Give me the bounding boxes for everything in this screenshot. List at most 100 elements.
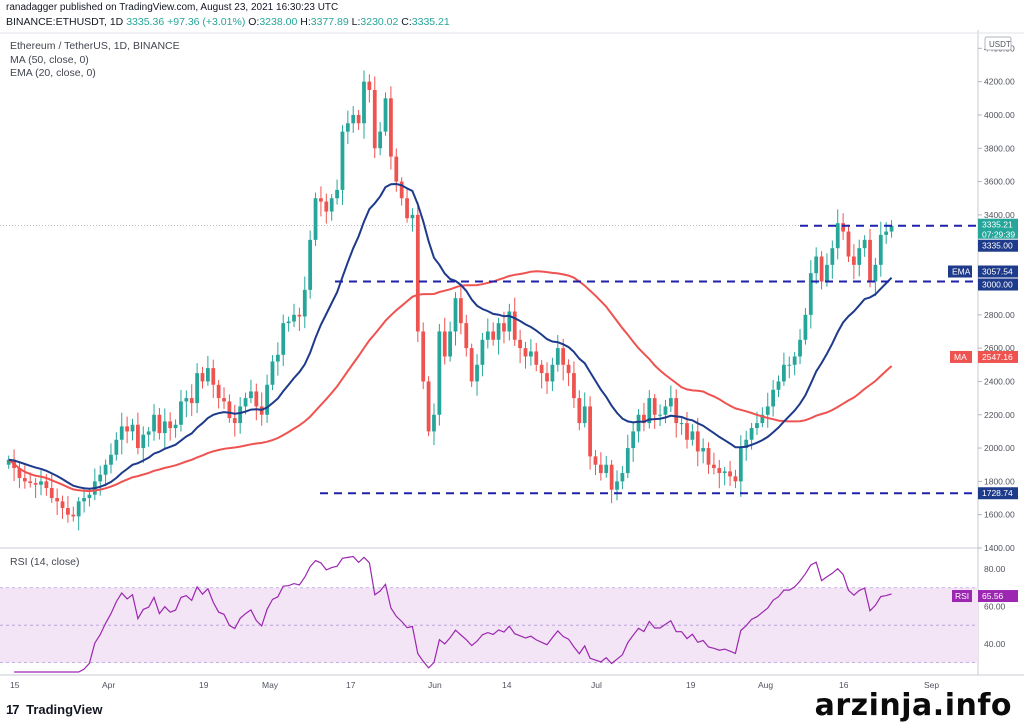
tradingview-logo-icon: 17 <box>6 702 20 717</box>
ma-tag-box <box>950 350 972 363</box>
candle-body <box>22 478 27 482</box>
last-price-tag-text: 07:29:39 <box>982 230 1015 240</box>
candle <box>378 121 383 156</box>
candle-body <box>545 373 549 382</box>
candle <box>512 297 517 346</box>
candle-body <box>351 114 356 124</box>
candle <box>114 432 119 461</box>
candle-body <box>749 428 754 440</box>
candle <box>351 106 356 133</box>
time-tick-label: 19 <box>686 680 696 690</box>
candle <box>297 307 302 331</box>
candle <box>200 366 205 389</box>
candle-body <box>200 373 205 382</box>
candle-body <box>636 414 641 432</box>
candle-body <box>66 508 70 515</box>
candle <box>598 452 603 481</box>
ema-tag-box <box>948 265 972 278</box>
candle <box>442 317 447 365</box>
candle-body <box>475 364 479 382</box>
candle <box>652 393 657 429</box>
candle-body <box>668 398 673 407</box>
brand-name: TradingView <box>26 702 103 717</box>
time-tick-label: Jul <box>591 680 602 690</box>
candle <box>22 465 27 489</box>
candle <box>636 409 641 443</box>
candle <box>448 321 453 362</box>
candle-body <box>808 273 813 315</box>
ema-indicator-label[interactable]: EMA (20, close, 0) <box>10 67 96 79</box>
time-tick-label: Apr <box>102 680 115 690</box>
ma-value-tag-text: 2547.16 <box>982 352 1013 362</box>
candle-body <box>49 488 54 499</box>
candle <box>539 360 544 389</box>
candle-body <box>71 514 76 517</box>
rsi-tick-label: 40.00 <box>984 639 1006 649</box>
open-label: O: <box>248 16 260 28</box>
candle-body <box>706 448 711 465</box>
candle <box>814 247 819 285</box>
change-value: +97.36 (+3.01%) <box>167 16 246 28</box>
candle-body <box>211 368 216 385</box>
candle <box>862 235 867 257</box>
candle <box>146 426 151 447</box>
candle-body <box>297 314 302 317</box>
candle-body <box>625 448 630 474</box>
candle-body <box>588 406 592 457</box>
candle <box>92 468 97 501</box>
candle-body <box>485 331 490 340</box>
candle-body <box>173 424 178 429</box>
candle <box>695 417 700 467</box>
price-tick-label: 4200.00 <box>984 77 1015 87</box>
candle <box>712 452 716 475</box>
candle-body <box>577 398 582 424</box>
candle-body <box>598 464 603 474</box>
time-tick-label: 15 <box>10 680 20 690</box>
candle <box>464 314 469 357</box>
candle <box>485 318 490 349</box>
candle <box>227 394 232 423</box>
rsi-indicator-label[interactable]: RSI (14, close) <box>10 556 80 568</box>
candle <box>66 496 70 523</box>
candle-body <box>399 181 404 199</box>
candle <box>803 307 808 345</box>
currency-box <box>984 36 1012 51</box>
support-resistance-levels <box>0 224 978 495</box>
candle <box>889 220 894 238</box>
candle <box>125 416 130 444</box>
time-tick-label: 17 <box>346 680 356 690</box>
candle <box>421 322 426 390</box>
candle-body <box>356 114 361 124</box>
candle-body <box>846 231 851 257</box>
rsi-tag-box <box>952 590 972 603</box>
candle <box>281 314 286 367</box>
rsi-tag-text: RSI <box>955 591 969 601</box>
chart-title[interactable]: Ethereum / TetherUS, 1D, BINANCE <box>10 40 180 52</box>
candle-body <box>507 311 512 332</box>
ma-indicator-label[interactable]: MA (50, close, 0) <box>10 54 89 66</box>
candle-body <box>243 398 248 407</box>
publisher-text: ranadagger published on TradingView.com,… <box>6 2 339 13</box>
candle-body <box>87 494 92 499</box>
candle-body <box>426 381 431 432</box>
candle <box>459 286 463 335</box>
candle-body <box>539 364 544 374</box>
candle-body <box>647 398 652 424</box>
candle <box>415 202 420 342</box>
candle <box>60 495 65 519</box>
candle <box>507 303 512 341</box>
candle <box>722 467 727 486</box>
time-tick-label: 19 <box>199 680 209 690</box>
candle <box>782 352 786 386</box>
low-label: L: <box>351 16 361 28</box>
high-value: 3377.89 <box>310 16 349 28</box>
candle-body <box>825 264 829 282</box>
candle-body <box>782 364 786 382</box>
candle <box>275 342 280 376</box>
candle <box>302 276 307 329</box>
candle <box>453 292 458 346</box>
candle <box>878 221 883 277</box>
candle <box>475 354 479 396</box>
candle <box>184 390 189 418</box>
